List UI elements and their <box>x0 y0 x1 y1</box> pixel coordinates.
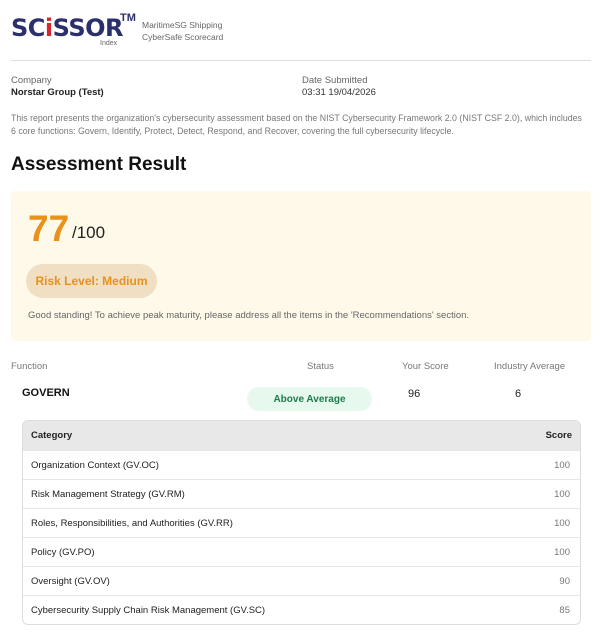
header-your-score: Your Score <box>402 361 449 372</box>
category-name: Roles, Responsibilities, and Authorities… <box>31 517 233 529</box>
table-row: Organization Context (GV.OC) 100 <box>23 450 580 479</box>
result-message: Good standing! To achieve peak maturity,… <box>28 310 470 321</box>
risk-level-badge: Risk Level: Medium <box>26 264 157 298</box>
category-score: 90 <box>559 575 570 587</box>
category-score: 85 <box>559 604 570 616</box>
header-score: Score <box>545 430 572 441</box>
header-category: Category <box>31 430 73 441</box>
company-label: Company <box>11 75 52 86</box>
table-row: Policy (GV.PO) 100 <box>23 537 580 566</box>
category-score: 100 <box>554 488 570 500</box>
scissor-logo: SCiSSOR <box>11 14 124 42</box>
category-name: Organization Context (GV.OC) <box>31 459 159 471</box>
date-value: 03:31 19/04/2026 <box>302 87 376 98</box>
overall-score: 77 <box>28 208 70 249</box>
category-table: Category Score Organization Context (GV.O… <box>22 420 581 625</box>
status-badge: Above Average <box>247 387 372 411</box>
page-title: Assessment Result <box>11 154 187 175</box>
tagline-line-1: MaritimeSG Shipping <box>142 20 223 30</box>
tagline: MaritimeSG Shipping CyberSafe Scorecard <box>142 19 223 43</box>
company-value: Norstar Group (Test) <box>11 87 104 98</box>
table-row: Risk Management Strategy (GV.RM) 100 <box>23 479 580 508</box>
industry-average: 6 <box>515 388 522 400</box>
date-label: Date Submitted <box>302 75 368 86</box>
category-score: 100 <box>554 517 570 529</box>
header-status: Status <box>307 361 334 372</box>
table-row: Oversight (GV.OV) 90 <box>23 566 580 595</box>
category-name: Risk Management Strategy (GV.RM) <box>31 488 185 500</box>
category-score: 100 <box>554 459 570 471</box>
category-name: Cybersecurity Supply Chain Risk Manageme… <box>31 604 266 616</box>
tagline-line-2: CyberSafe Scorecard <box>142 32 224 42</box>
score-max: /100 <box>72 223 106 242</box>
report-description: This report presents the organization's … <box>11 113 582 136</box>
table-header: Category Score <box>23 421 580 450</box>
table-row: Roles, Responsibilities, and Authorities… <box>23 508 580 537</box>
logo-sub: Index <box>100 40 118 47</box>
divider <box>11 60 591 61</box>
header-industry-average: Industry Average <box>494 361 566 372</box>
header-function: Function <box>11 361 48 372</box>
function-name: GOVERN <box>22 387 70 399</box>
category-name: Policy (GV.PO) <box>31 546 95 558</box>
logo-tm: TM <box>120 12 136 24</box>
category-name: Oversight (GV.OV) <box>31 575 110 587</box>
your-score: 96 <box>408 388 421 400</box>
category-score: 100 <box>554 546 570 558</box>
table-row: Cybersecurity Supply Chain Risk Manageme… <box>23 595 580 624</box>
